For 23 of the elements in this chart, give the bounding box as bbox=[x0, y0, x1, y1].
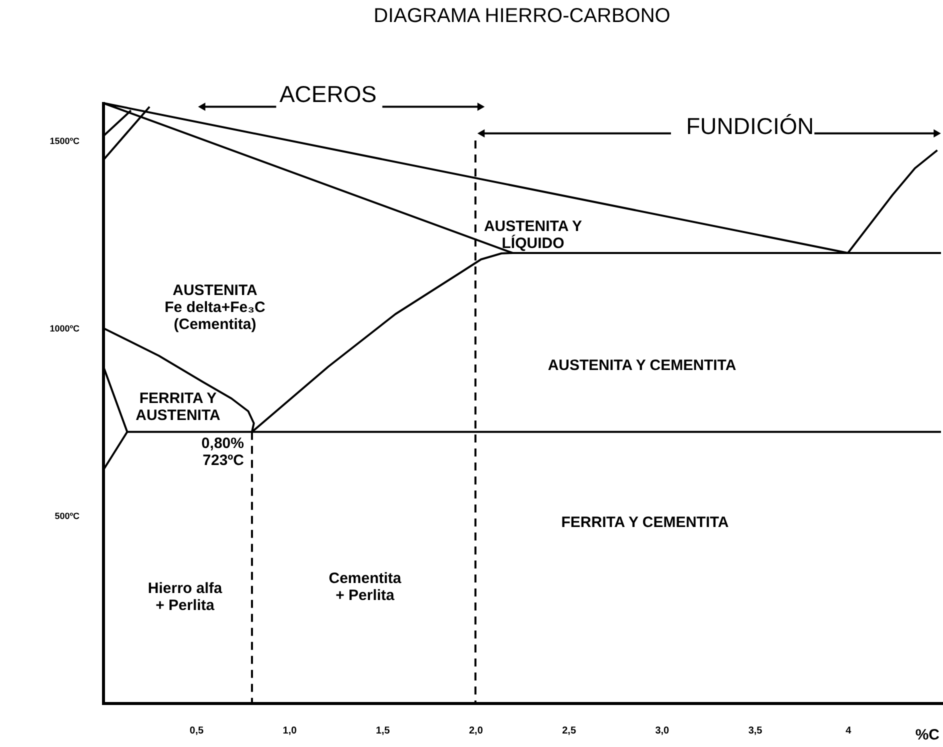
x-tick-label: 2,5 bbox=[562, 726, 576, 736]
annotation: Hierro alfa + Perlita bbox=[148, 580, 223, 614]
annotation: AUSTENITA Y LÍQUIDO bbox=[484, 218, 582, 252]
x-tick-label: 1,0 bbox=[282, 726, 298, 736]
x-tick-label: 2,0 bbox=[468, 726, 484, 736]
annotation: AUSTENITA Y CEMENTITA bbox=[548, 357, 736, 374]
y-tick-label: 500ºC bbox=[54, 511, 80, 521]
x-axis-title: %C bbox=[915, 726, 940, 744]
annotation: 0,80% 723ºC bbox=[201, 434, 244, 469]
x-tick-label: 1,5 bbox=[376, 726, 390, 736]
annotation: FERRITA Y CEMENTITA bbox=[561, 514, 729, 531]
annotation: FERRITA Y AUSTENITA bbox=[136, 390, 221, 424]
annotation: AUSTENITA Fe delta+Fe₃C (Cementita) bbox=[164, 282, 266, 333]
chart-title: DIAGRAMA HIERRO-CARBONO bbox=[374, 5, 670, 27]
annotation: ACEROS bbox=[279, 81, 377, 107]
x-tick-label: 4 bbox=[846, 726, 852, 736]
x-tick-label: 0,5 bbox=[190, 726, 204, 736]
x-tick-label: 3,0 bbox=[655, 726, 670, 736]
y-tick-label: 1500ºC bbox=[50, 136, 80, 146]
annotation: FUNDICIÓN bbox=[686, 113, 814, 139]
y-tick-label: 1000ºC bbox=[50, 324, 80, 334]
x-tick-label: 3,5 bbox=[748, 726, 763, 736]
annotation: Cementita + Perlita bbox=[328, 570, 402, 604]
